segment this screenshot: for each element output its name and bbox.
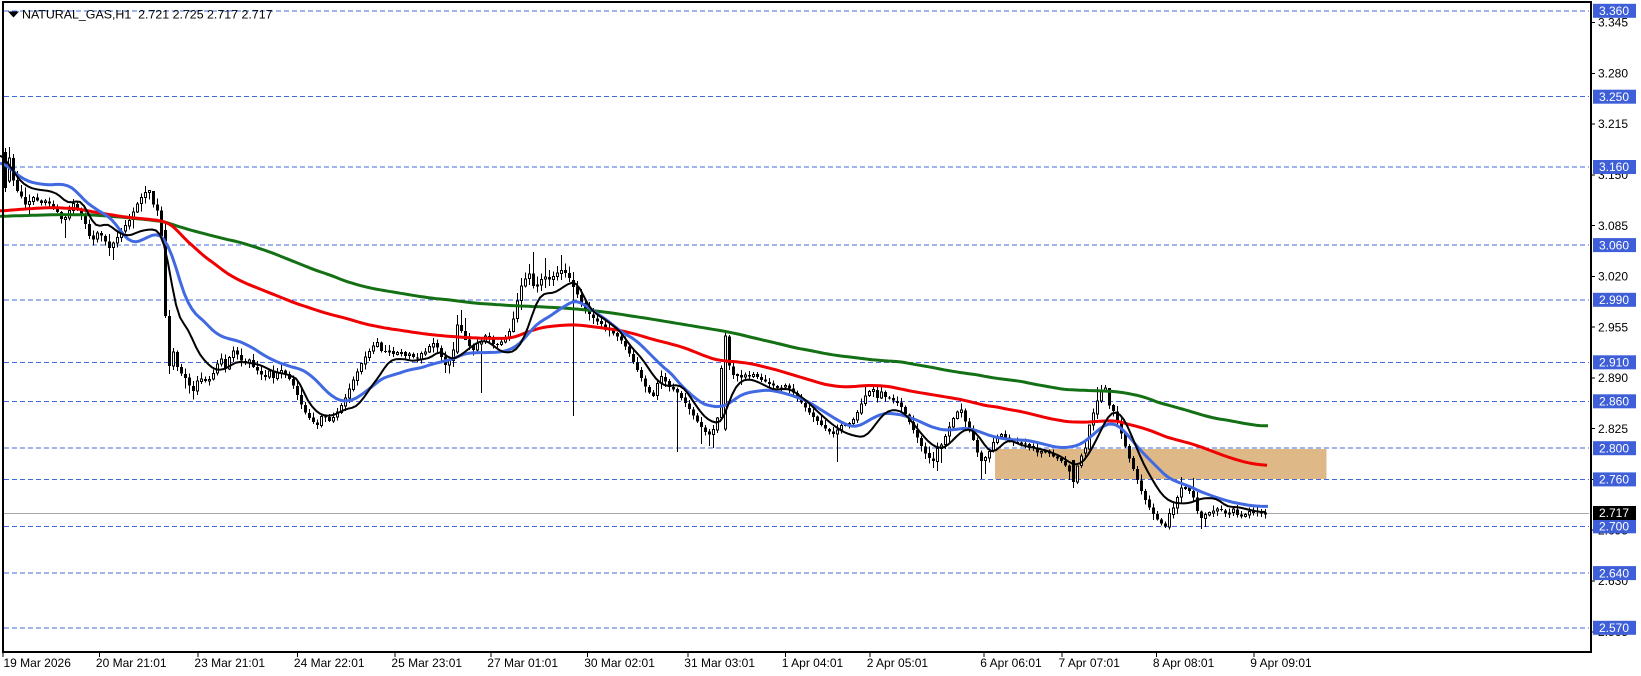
svg-text:3.060: 3.060 [1599,238,1629,252]
svg-text:3.250: 3.250 [1599,90,1629,104]
svg-text:2.570: 2.570 [1599,621,1629,635]
svg-text:25 Mar 23:01: 25 Mar 23:01 [391,656,462,670]
svg-text:24 Mar 22:01: 24 Mar 22:01 [294,656,365,670]
svg-text:7 Apr 07:01: 7 Apr 07:01 [1059,656,1121,670]
svg-text:NATURAL_GAS,H1 2.721 2.725 2.: NATURAL_GAS,H1 2.721 2.725 2.717 2.717 [22,8,273,22]
svg-text:2 Apr 05:01: 2 Apr 05:01 [867,656,929,670]
svg-text:3.280: 3.280 [1598,67,1628,81]
svg-text:3.345: 3.345 [1598,16,1628,30]
svg-text:19 Mar 2026: 19 Mar 2026 [4,656,72,670]
svg-text:1 Apr 04:01: 1 Apr 04:01 [782,656,844,670]
svg-text:27 Mar 01:01: 27 Mar 01:01 [487,656,558,670]
svg-text:23 Mar 21:01: 23 Mar 21:01 [194,656,265,670]
svg-text:2.890: 2.890 [1598,371,1628,385]
svg-text:3.020: 3.020 [1598,270,1628,284]
svg-text:3.360: 3.360 [1599,4,1629,18]
svg-text:3.085: 3.085 [1598,219,1628,233]
svg-text:2.825: 2.825 [1598,422,1628,436]
svg-text:2.990: 2.990 [1599,293,1629,307]
svg-text:3.160: 3.160 [1599,160,1629,174]
svg-text:30 Mar 02:01: 30 Mar 02:01 [584,656,655,670]
svg-text:2.955: 2.955 [1598,320,1628,334]
svg-text:20 Mar 21:01: 20 Mar 21:01 [96,656,167,670]
svg-text:2.700: 2.700 [1599,520,1629,534]
svg-text:2.640: 2.640 [1599,566,1629,580]
svg-text:9 Apr 09:01: 9 Apr 09:01 [1250,656,1312,670]
svg-text:2.717: 2.717 [1599,506,1629,520]
svg-text:2.760: 2.760 [1599,473,1629,487]
svg-text:6 Apr 06:01: 6 Apr 06:01 [980,656,1042,670]
svg-text:3.215: 3.215 [1598,117,1628,131]
svg-text:2.910: 2.910 [1599,356,1629,370]
svg-text:2.800: 2.800 [1599,441,1629,455]
svg-text:31 Mar 03:01: 31 Mar 03:01 [684,656,755,670]
svg-text:2.860: 2.860 [1599,395,1629,409]
svg-text:8 Apr 08:01: 8 Apr 08:01 [1153,656,1215,670]
